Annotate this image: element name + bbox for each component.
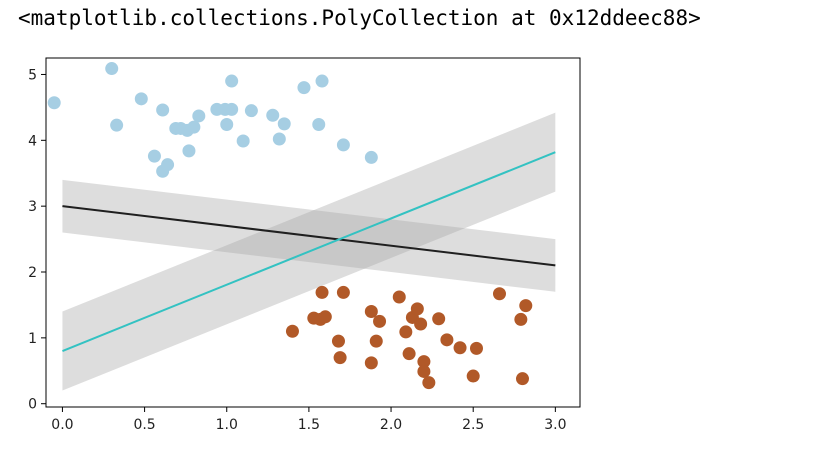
scatter-points [47, 62, 533, 390]
scatter-point-1-4 [318, 310, 332, 324]
y-tick-label: 4 [28, 133, 37, 149]
scatter-point-0-24 [297, 81, 311, 95]
scatter-point-1-27 [514, 312, 528, 326]
scatter-point-1-6 [333, 351, 347, 365]
scatter-point-0-22 [272, 132, 286, 146]
output-repr-text: <matplotlib.collections.PolyCollection a… [18, 6, 701, 30]
scatter-point-1-19 [417, 364, 431, 378]
scatter-point-1-7 [336, 285, 350, 299]
x-tick-label: 0.0 [51, 417, 73, 433]
scatter-point-1-10 [369, 334, 383, 348]
scatter-point-0-27 [336, 138, 350, 152]
scatter-point-1-0 [285, 324, 299, 338]
scatter-point-1-3 [315, 285, 329, 299]
y-tick-label: 2 [28, 265, 37, 281]
scatter-point-1-8 [364, 305, 378, 319]
y-tick-label: 1 [28, 331, 37, 347]
plot-frame [45, 57, 581, 408]
x-tick-label: 1.0 [216, 417, 238, 433]
scatter-point-1-16 [410, 302, 424, 316]
scatter-point-0-26 [315, 74, 329, 88]
scatter-point-0-23 [277, 117, 291, 131]
scatter-point-1-25 [469, 341, 483, 355]
scatter-point-1-22 [440, 333, 454, 347]
scatter-point-1-29 [519, 299, 533, 313]
scatter-point-0-2 [110, 118, 124, 132]
x-tick-label: 2.0 [380, 417, 402, 433]
fit-line-2 [62, 205, 556, 267]
scatter-point-0-7 [161, 158, 175, 172]
scatter-point-1-17 [414, 317, 428, 331]
scatter-point-0-21 [266, 108, 280, 122]
scatter-point-1-5 [331, 334, 345, 348]
scatter-point-1-18 [417, 355, 431, 369]
scatter-point-0-25 [312, 118, 326, 132]
scatter-point-0-18 [225, 74, 239, 88]
scatter-point-1-21 [432, 312, 446, 326]
scatter-point-1-14 [402, 347, 416, 361]
scatter-point-0-12 [187, 120, 201, 134]
scatter-point-0-4 [147, 149, 161, 163]
scatter-point-1-24 [466, 369, 480, 383]
scatter-point-0-3 [134, 92, 148, 106]
scatter-point-1-23 [453, 341, 467, 355]
scatter-point-1-26 [492, 287, 506, 301]
x-tick-label: 3.0 [544, 417, 566, 433]
scatter-point-0-17 [225, 102, 239, 116]
y-axis: 0 1 2 3 4 5 [28, 67, 46, 413]
scatter-point-1-13 [399, 325, 413, 339]
x-tick-label: 2.5 [462, 417, 484, 433]
scatter-point-1-11 [373, 314, 387, 328]
scatter-point-1-12 [392, 290, 406, 304]
scatter-point-0-19 [236, 134, 250, 148]
scatter-point-0-5 [156, 103, 170, 117]
x-tick-label: 0.5 [133, 417, 155, 433]
y-tick-label: 3 [28, 199, 37, 215]
scatter-point-0-1 [105, 62, 119, 76]
scatter-point-0-16 [220, 118, 234, 132]
scatter-point-0-28 [364, 150, 378, 164]
scatter-point-0-0 [47, 96, 61, 110]
fit-lines [62, 151, 556, 352]
scatter-point-0-11 [182, 144, 196, 158]
scatter-point-1-9 [364, 356, 378, 370]
x-tick-label: 1.5 [298, 417, 320, 433]
y-tick-label: 0 [28, 397, 37, 413]
scatter-point-1-20 [422, 376, 436, 390]
scatter-point-1-28 [515, 372, 529, 386]
fit-line-3 [62, 151, 556, 352]
y-tick-label: 5 [28, 67, 37, 83]
x-axis: 0.0 0.5 1.0 1.5 2.0 2.5 3.0 [51, 407, 566, 433]
scatter-point-0-13 [192, 109, 206, 123]
scatter-point-0-20 [244, 104, 258, 118]
